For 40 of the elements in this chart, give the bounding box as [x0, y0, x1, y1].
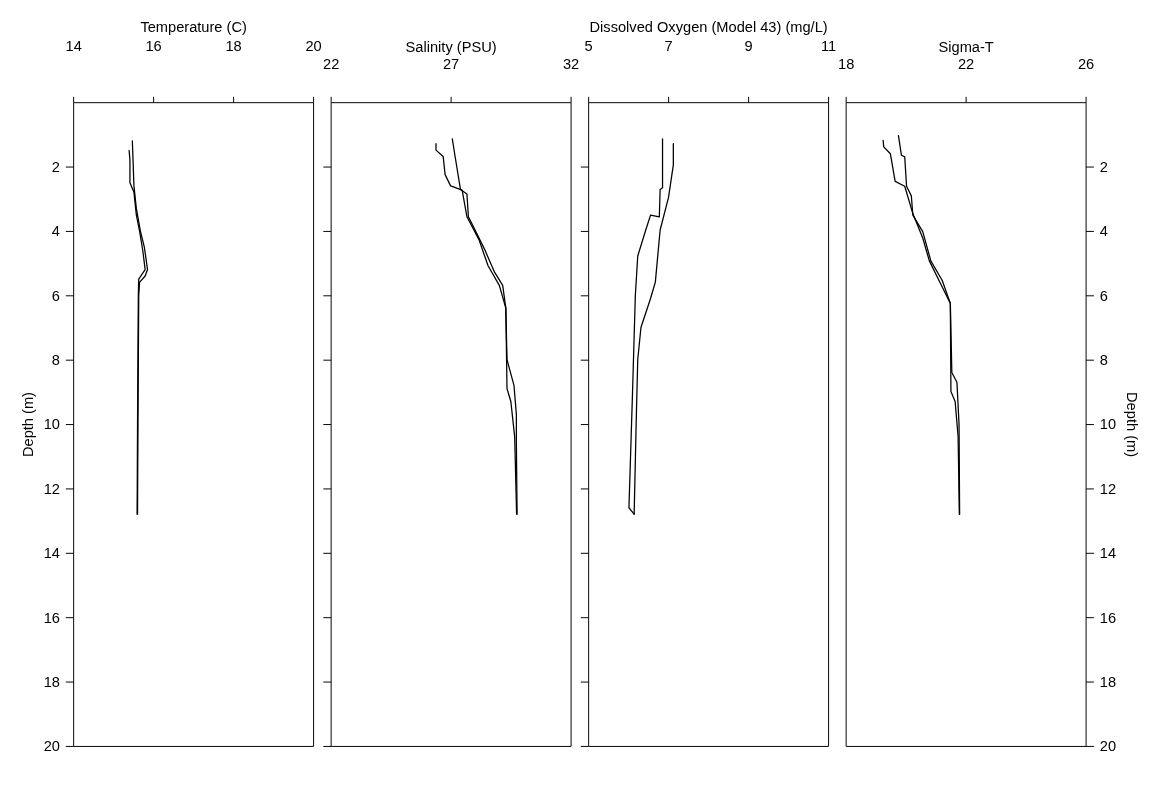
y2-tick-label: 10	[1099, 416, 1117, 433]
x-tick-label: 9	[744, 37, 753, 54]
y-axis-title: Depth (m)	[19, 392, 36, 458]
x-axis-title: Sigma-T	[938, 38, 994, 55]
y2-tick-label: 8	[1099, 352, 1108, 369]
y2-tick-label: 12	[1099, 480, 1117, 497]
y2-tick-label: 6	[1099, 287, 1108, 304]
x-tick-label: 27	[442, 55, 460, 72]
x-tick-label: 22	[323, 55, 340, 72]
x-tick-label: 5	[584, 37, 593, 54]
y-tick-label: 14	[43, 545, 60, 562]
x-tick-label: 32	[562, 55, 580, 72]
y-tick-label: 2	[51, 158, 60, 175]
y-tick-label: 6	[51, 287, 60, 304]
y-tick-label: 12	[43, 480, 60, 497]
y2-tick-label: 2	[1099, 158, 1108, 175]
x-tick-label: 11	[820, 37, 837, 54]
x-tick-label: 14	[65, 37, 82, 54]
y2-tick-label: 20	[1099, 738, 1117, 755]
y2-tick-label: 16	[1099, 609, 1117, 626]
y2-tick-label: 18	[1099, 673, 1117, 690]
y2-tick-label: 4	[1099, 223, 1108, 240]
x-axis-title: Dissolved Oxygen (Model 43) (mg/L)	[589, 19, 828, 36]
y-tick-label: 4	[51, 223, 60, 240]
y2-tick-label: 14	[1099, 545, 1117, 562]
x-tick-label: 7	[664, 37, 673, 54]
y-tick-label: 20	[43, 738, 60, 755]
y-tick-label: 8	[51, 352, 60, 369]
x-tick-label: 20	[305, 37, 322, 54]
y-tick-label: 10	[43, 416, 60, 433]
x-tick-label: 18	[838, 55, 855, 72]
y2-axis-title: Depth (m)	[1123, 392, 1140, 458]
x-tick-label: 22	[957, 55, 975, 72]
x-axis-title: Salinity (PSU)	[405, 38, 497, 55]
y-tick-label: 16	[43, 609, 60, 626]
x-tick-label: 18	[225, 37, 242, 54]
x-tick-label: 16	[145, 37, 162, 54]
x-tick-label: 26	[1077, 55, 1095, 72]
y-tick-label: 18	[43, 673, 60, 690]
x-axis-title: Temperature (C)	[140, 19, 247, 36]
